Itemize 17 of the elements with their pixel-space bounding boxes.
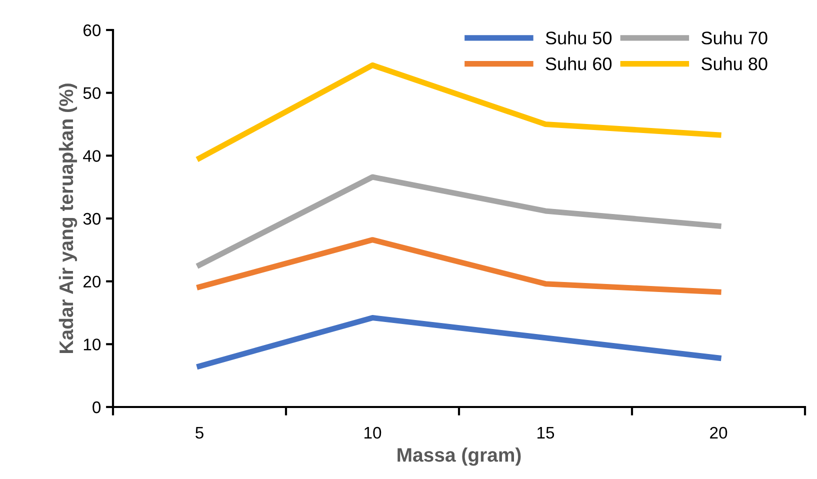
- y-tick-label: 30: [83, 212, 101, 225]
- x-tick-label: 15: [538, 427, 554, 439]
- x-tick-label: 20: [710, 426, 728, 439]
- y-tick-label: 0: [92, 401, 101, 414]
- y-tick-label: 50: [83, 87, 101, 100]
- x-tick-label: 5: [196, 427, 204, 439]
- x-axis-title: Massa (gram): [398, 448, 521, 466]
- legend-label: Suhu 60: [546, 57, 612, 70]
- legend-label: Suhu 80: [702, 57, 768, 70]
- legend-label: Suhu 50: [546, 31, 612, 44]
- y-tick-label: 10: [84, 338, 101, 350]
- y-tick-label: 20: [83, 276, 101, 288]
- y-tick-label: 40: [83, 150, 101, 162]
- legend-label: Suhu 70: [702, 31, 768, 44]
- y-tick-label: 60: [84, 24, 101, 36]
- y-axis-title: Kadar Air yang teruapkan (%): [58, 84, 78, 353]
- x-tick-label: 10: [364, 426, 382, 439]
